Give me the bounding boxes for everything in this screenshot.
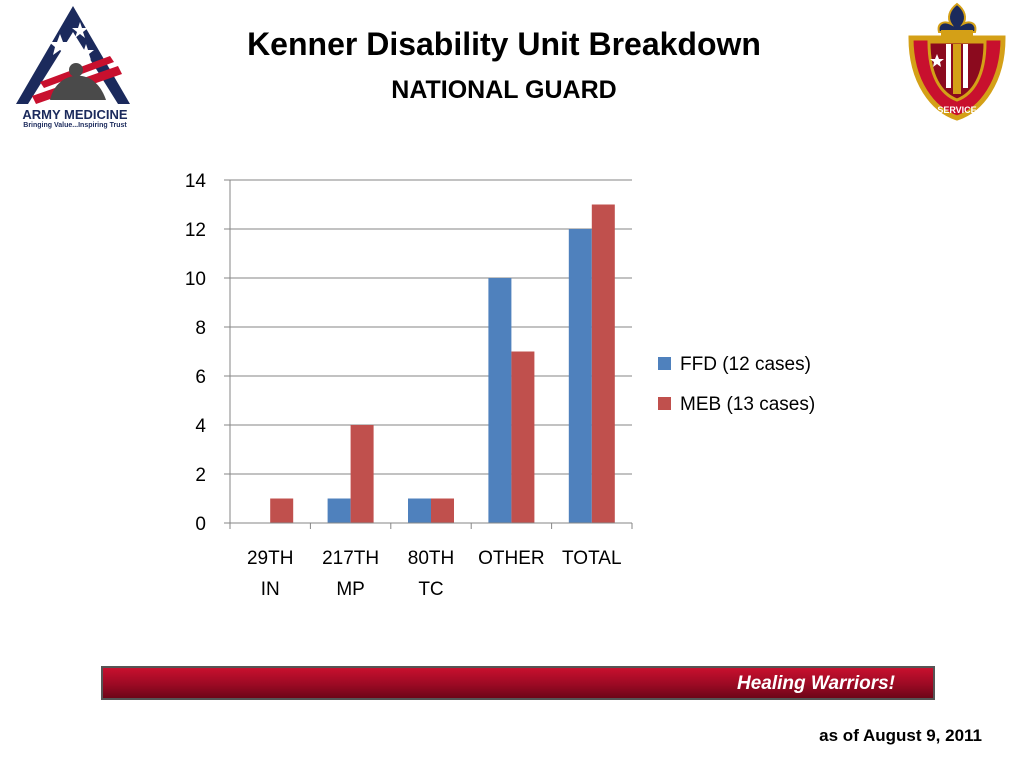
army-medicine-name: ARMY MEDICINE xyxy=(22,107,128,122)
legend-label: FFD (12 cases) xyxy=(680,354,811,375)
y-tick-label: 2 xyxy=(195,465,206,486)
y-tick-label: 4 xyxy=(195,416,206,437)
crest-service-text: SERVICE xyxy=(937,105,976,115)
legend-label: MEB (13 cases) xyxy=(680,394,815,415)
crest-icon: SERVICE xyxy=(908,2,1006,121)
y-tick-label: 0 xyxy=(195,514,206,535)
army-medicine-logo: ARMY MEDICINE Bringing Value...Inspiring… xyxy=(10,4,140,129)
bar-chart: 0 2 4 6 8 10 12 14 29TH IN 217TH MP 80TH TC OTHER TOTAL… xyxy=(185,171,815,600)
army-medicine-tagline: Bringing Value...Inspiring Trust xyxy=(23,122,127,129)
footer-banner: Healing Warriors! xyxy=(101,666,935,700)
x-tick-label: IN xyxy=(261,579,280,600)
bar-meb xyxy=(591,204,615,523)
x-tick-label: OTHER xyxy=(478,548,545,569)
bar-ffd xyxy=(488,278,512,523)
bar-meb xyxy=(431,498,454,523)
medical-service-crest-logo: SERVICE xyxy=(903,2,1011,122)
army-medicine-emblem-icon xyxy=(16,6,130,104)
y-tick-label: 14 xyxy=(185,171,207,192)
as-of-date: as of August 9, 2011 xyxy=(819,726,982,745)
bar-meb xyxy=(270,498,294,523)
x-tick-label: TOTAL xyxy=(562,548,621,569)
x-tick-label: 29TH xyxy=(247,548,293,569)
y-tick-label: 12 xyxy=(185,220,206,241)
y-tick-label: 8 xyxy=(195,318,206,339)
y-tick-label: 10 xyxy=(185,269,206,290)
bar-ffd xyxy=(408,498,431,523)
x-tick-label: 217TH xyxy=(322,548,379,569)
slide-title: Kenner Disability Unit Breakdown xyxy=(247,26,761,62)
x-tick-label: TC xyxy=(418,579,443,600)
bar-ffd xyxy=(568,229,592,523)
slide-subtitle: NATIONAL GUARD xyxy=(391,76,617,104)
x-tick-label: MP xyxy=(336,579,365,600)
x-tick-label: 80TH xyxy=(408,548,454,569)
legend-swatch-meb xyxy=(658,397,671,410)
bar-meb xyxy=(350,425,374,523)
y-tick-label: 6 xyxy=(195,367,206,388)
bar-meb xyxy=(511,351,535,523)
legend-swatch-ffd xyxy=(658,357,671,370)
footer-banner-text: Healing Warriors! xyxy=(736,673,895,694)
bar-ffd xyxy=(327,498,351,523)
